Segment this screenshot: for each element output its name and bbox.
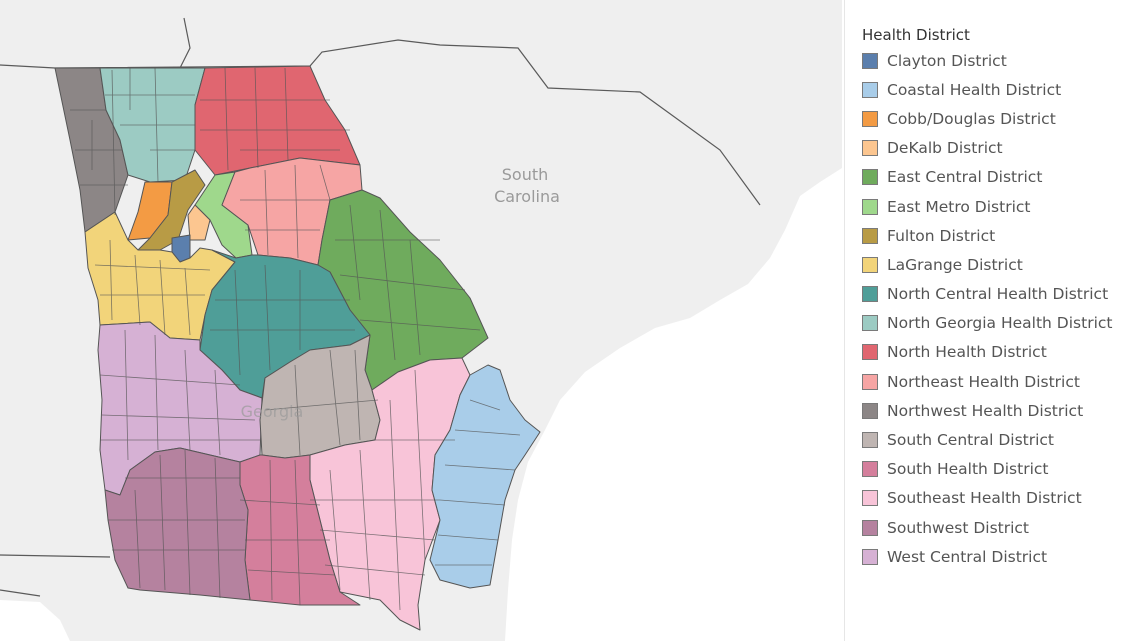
legend-swatch <box>862 286 878 303</box>
legend-item[interactable]: North Central Health District <box>862 280 1138 309</box>
legend-label: North Central Health District <box>887 285 1109 304</box>
legend-label: Northeast Health District <box>887 372 1080 391</box>
legend-swatch <box>862 315 878 332</box>
legend-label: East Metro District <box>887 197 1031 216</box>
legend-swatch <box>862 461 878 478</box>
legend-item[interactable]: Clayton District <box>862 46 1138 75</box>
legend-swatch <box>862 519 878 536</box>
state-border <box>0 589 41 597</box>
state-border <box>0 554 111 558</box>
legend-label: West Central District <box>887 547 1048 566</box>
legend-item[interactable]: Cobb/Douglas District <box>862 104 1138 133</box>
legend-item[interactable]: Northeast Health District <box>862 367 1138 396</box>
district-fulton[interactable] <box>137 169 206 251</box>
legend-swatch <box>862 490 878 507</box>
legend-items: Clayton District Coastal Health District C… <box>862 46 1138 571</box>
legend-label: South Central District <box>887 431 1055 450</box>
legend-swatch <box>862 402 878 419</box>
legend-label: DeKalb District <box>887 139 1003 158</box>
legend-swatch <box>862 432 878 449</box>
legend-item[interactable]: Fulton District <box>862 221 1138 250</box>
legend-label: East Central District <box>887 168 1043 187</box>
district-southwest[interactable] <box>104 447 251 601</box>
district-coastal[interactable] <box>429 364 541 589</box>
legend-swatch <box>862 169 878 186</box>
legend-item[interactable]: North Health District <box>862 338 1138 367</box>
legend-swatch <box>862 81 878 98</box>
gulf-water <box>0 600 70 641</box>
legend-item[interactable]: DeKalb District <box>862 134 1138 163</box>
legend-label: Southeast Health District <box>887 489 1082 508</box>
legend: Health District Clayton District Coastal … <box>862 24 1138 571</box>
legend-item[interactable]: Southeast Health District <box>862 484 1138 513</box>
legend-label: Southwest District <box>887 518 1030 537</box>
legend-swatch <box>862 198 878 215</box>
legend-label: North Health District <box>887 343 1047 362</box>
legend-item[interactable]: Coastal Health District <box>862 75 1138 104</box>
legend-label: Fulton District <box>887 226 996 245</box>
legend-swatch <box>862 52 878 69</box>
legend-item[interactable]: North Georgia Health District <box>862 309 1138 338</box>
county-lines <box>70 67 521 611</box>
legend-swatch <box>862 140 878 157</box>
state-label-south-carolina-line1: South <box>502 165 549 184</box>
legend-swatch <box>862 256 878 273</box>
legend-label: North Georgia Health District <box>887 314 1113 333</box>
legend-label: Coastal Health District <box>887 80 1062 99</box>
district-dekalb[interactable] <box>187 204 211 241</box>
legend-title: Health District <box>862 26 970 44</box>
legend-swatch <box>862 373 878 390</box>
legend-item[interactable]: Southwest District <box>862 513 1138 542</box>
legend-label: LaGrange District <box>887 255 1023 274</box>
map-panel[interactable]: South Carolina Georgia <box>0 0 842 641</box>
legend-item[interactable]: Northwest Health District <box>862 396 1138 425</box>
state-label-south-carolina-line2: Carolina <box>494 187 560 206</box>
atlantic-ocean <box>505 168 842 641</box>
legend-item[interactable]: West Central District <box>862 542 1138 571</box>
district-southeast[interactable] <box>309 357 471 631</box>
legend-item[interactable]: South Health District <box>862 455 1138 484</box>
legend-item[interactable]: East Central District <box>862 163 1138 192</box>
legend-label: South Health District <box>887 460 1049 479</box>
legend-item[interactable]: LaGrange District <box>862 250 1138 279</box>
map-canvas[interactable]: South Carolina Georgia <box>0 0 842 641</box>
legend-label: Northwest Health District <box>887 401 1084 420</box>
panel-divider <box>844 0 845 641</box>
legend-label: Clayton District <box>887 51 1007 70</box>
state-border <box>0 39 761 206</box>
legend-swatch <box>862 110 878 127</box>
legend-item[interactable]: East Metro District <box>862 192 1138 221</box>
legend-label: Cobb/Douglas District <box>887 109 1056 128</box>
legend-item[interactable]: South Central District <box>862 425 1138 454</box>
legend-swatch <box>862 548 878 565</box>
legend-swatch <box>862 344 878 361</box>
georgia-counties[interactable] <box>54 65 541 631</box>
state-border <box>179 17 191 69</box>
legend-swatch <box>862 227 878 244</box>
state-label-georgia: Georgia <box>241 402 304 421</box>
